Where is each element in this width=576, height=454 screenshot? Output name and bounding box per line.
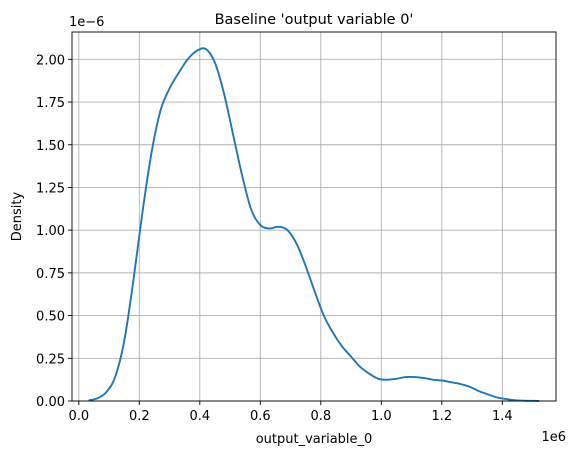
x-axis-label: output_variable_0 <box>256 432 373 447</box>
y-tick-label: 1.50 <box>36 139 65 154</box>
y-tick-label: 1.25 <box>36 181 65 196</box>
y-tick-label: 0.00 <box>36 395 65 410</box>
x-tick-label: 0.6 <box>250 409 271 424</box>
x-axis-offset-label: 1e6 <box>541 430 566 445</box>
y-axis-offset-label: 1e−6 <box>69 15 104 30</box>
y-tick-label: 0.50 <box>36 310 65 325</box>
x-axis-ticks: 0.0 0.2 0.4 0.6 0.8 1.0 1.2 1.4 <box>68 401 513 424</box>
y-axis-ticks: 0.00 0.25 0.50 0.75 1.00 1.25 1.50 1.75 2.00 <box>36 53 72 410</box>
axes-frame <box>71 31 557 402</box>
x-tick-label: 0.8 <box>310 409 331 424</box>
y-axis-label: Density <box>10 191 25 241</box>
y-tick-label: 0.25 <box>36 352 65 367</box>
y-tick-label: 1.75 <box>36 96 65 111</box>
density-line <box>88 47 540 402</box>
density-series <box>88 47 540 402</box>
x-tick-label: 0.0 <box>68 409 89 424</box>
y-tick-label: 1.00 <box>36 224 65 239</box>
y-tick-label: 2.00 <box>36 53 65 68</box>
x-tick-label: 1.0 <box>371 409 392 424</box>
x-tick-label: 1.4 <box>492 409 513 424</box>
chart-title: Baseline 'output variable 0' <box>215 12 414 28</box>
x-tick-label: 1.2 <box>431 409 452 424</box>
plot-frame <box>71 31 557 402</box>
grid-lines <box>72 32 556 402</box>
y-tick-label: 0.75 <box>36 267 65 282</box>
x-tick-label: 0.4 <box>189 409 210 424</box>
x-tick-label: 0.2 <box>129 409 150 424</box>
